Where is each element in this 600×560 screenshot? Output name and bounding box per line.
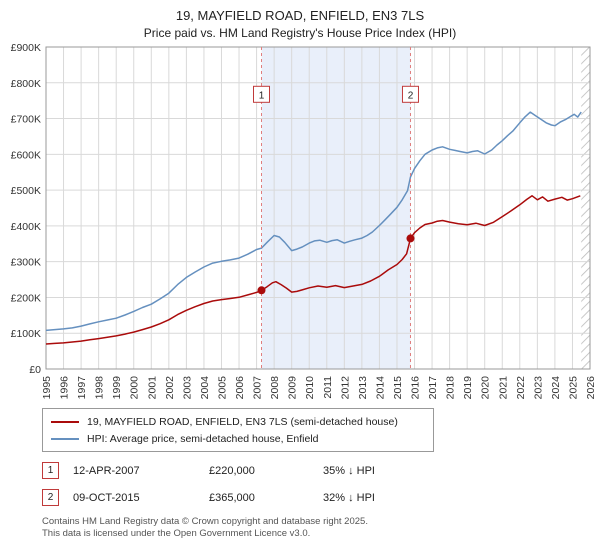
svg-text:2022: 2022: [515, 376, 527, 400]
svg-text:2021: 2021: [497, 376, 509, 400]
footer-line-1: Contains HM Land Registry data © Crown c…: [42, 516, 368, 527]
svg-text:2025: 2025: [567, 376, 579, 400]
svg-text:1998: 1998: [94, 376, 106, 400]
svg-text:2017: 2017: [427, 376, 439, 400]
sale-2-hpi-diff: 32% ↓ HPI: [323, 491, 375, 504]
grid-lines: [45, 46, 591, 370]
svg-text:£500K: £500K: [11, 185, 41, 197]
chart-subtitle: Price paid vs. HM Land Registry's House …: [143, 26, 457, 40]
legend-label-property: 19, MAYFIELD ROAD, ENFIELD, EN3 7LS (sem…: [87, 415, 398, 428]
legend-label-hpi: HPI: Average price, semi-detached house,…: [87, 432, 319, 445]
svg-text:£300K: £300K: [11, 257, 41, 269]
svg-text:2019: 2019: [462, 376, 474, 400]
svg-text:2018: 2018: [445, 376, 457, 400]
axis-labels: £0 £100K £200K £300K £400K £500K £600K £700K £80…: [11, 42, 597, 399]
svg-text:£0: £0: [29, 364, 41, 376]
svg-text:1: 1: [259, 90, 265, 101]
svg-text:2023: 2023: [532, 376, 544, 400]
legend-item-property: 19, MAYFIELD ROAD, ENFIELD, EN3 7LS (sem…: [49, 413, 427, 430]
svg-text:2000: 2000: [129, 376, 141, 400]
series-lines: [45, 111, 582, 345]
legend: 19, MAYFIELD ROAD, ENFIELD, EN3 7LS (sem…: [42, 408, 434, 452]
sale-marker-1[interactable]: [257, 286, 266, 295]
svg-text:2002: 2002: [164, 376, 176, 400]
footer-line-2: This data is licensed under the Open Gov…: [42, 528, 311, 540]
svg-text:2016: 2016: [410, 376, 422, 400]
svg-text:£800K: £800K: [11, 78, 41, 90]
svg-text:2012: 2012: [339, 376, 351, 400]
svg-text:2024: 2024: [550, 376, 562, 400]
svg-text:2014: 2014: [374, 376, 386, 400]
svg-text:2026: 2026: [585, 376, 597, 400]
sale-1-number-box: 1: [42, 462, 59, 479]
svg-text:£100K: £100K: [11, 328, 41, 340]
svg-text:£900K: £900K: [11, 42, 41, 54]
sale-2-number-box: 2: [42, 489, 59, 506]
chart-title: 19, MAYFIELD ROAD, ENFIELD, EN3 7LS: [175, 8, 425, 23]
sale-annotation-1: 1 12-APR-2007 £220,000 35% ↓ HPI: [42, 462, 600, 479]
svg-text:£400K: £400K: [11, 221, 41, 233]
svg-text:£600K: £600K: [11, 149, 41, 161]
svg-text:2001: 2001: [146, 376, 158, 400]
svg-text:2003: 2003: [181, 376, 193, 400]
footer-license: Contains HM Land Registry data © Crown c…: [42, 516, 600, 541]
sale-1-price: £220,000: [209, 464, 255, 477]
svg-text:£200K: £200K: [11, 292, 41, 304]
sale-1-date: 12-APR-2007: [73, 464, 140, 477]
svg-text:1995: 1995: [41, 376, 53, 400]
sale-label-box-1[interactable]: [252, 85, 270, 103]
legend-item-hpi: HPI: Average price, semi-detached house,…: [49, 430, 427, 447]
property-line-swatch: [51, 420, 79, 423]
sale-label-box-2[interactable]: [401, 85, 419, 103]
svg-text:1997: 1997: [76, 376, 88, 400]
series-line-1: [45, 111, 582, 332]
svg-text:2020: 2020: [480, 376, 492, 400]
svg-text:1999: 1999: [111, 376, 123, 400]
svg-text:2006: 2006: [234, 376, 246, 400]
svg-text:2004: 2004: [199, 376, 211, 400]
sale-marker-2[interactable]: [406, 234, 415, 243]
svg-text:2: 2: [408, 90, 414, 101]
svg-text:£700K: £700K: [11, 114, 41, 126]
sale-annotation-2: 2 09-OCT-2015 £365,000 32% ↓ HPI: [42, 489, 600, 506]
svg-text:2015: 2015: [392, 376, 404, 400]
sale-annotations: 1 12-APR-2007 £220,000 35% ↓ HPI 2 09-OC…: [42, 462, 600, 506]
shaded-period-region: [261, 47, 590, 369]
sale-2-price: £365,000: [209, 491, 255, 504]
svg-text:1996: 1996: [59, 376, 71, 400]
svg-text:2008: 2008: [269, 376, 281, 400]
svg-text:2005: 2005: [216, 376, 228, 400]
series-line-0: [45, 195, 581, 345]
svg-text:2007: 2007: [252, 376, 264, 400]
svg-text:2013: 2013: [357, 376, 369, 400]
svg-text:2009: 2009: [287, 376, 299, 400]
hpi-line-swatch: [51, 437, 79, 440]
svg-text:2010: 2010: [304, 376, 316, 400]
sale-1-hpi-diff: 35% ↓ HPI: [323, 464, 375, 477]
svg-text:2011: 2011: [322, 376, 334, 399]
sale-2-date: 09-OCT-2015: [73, 491, 140, 504]
